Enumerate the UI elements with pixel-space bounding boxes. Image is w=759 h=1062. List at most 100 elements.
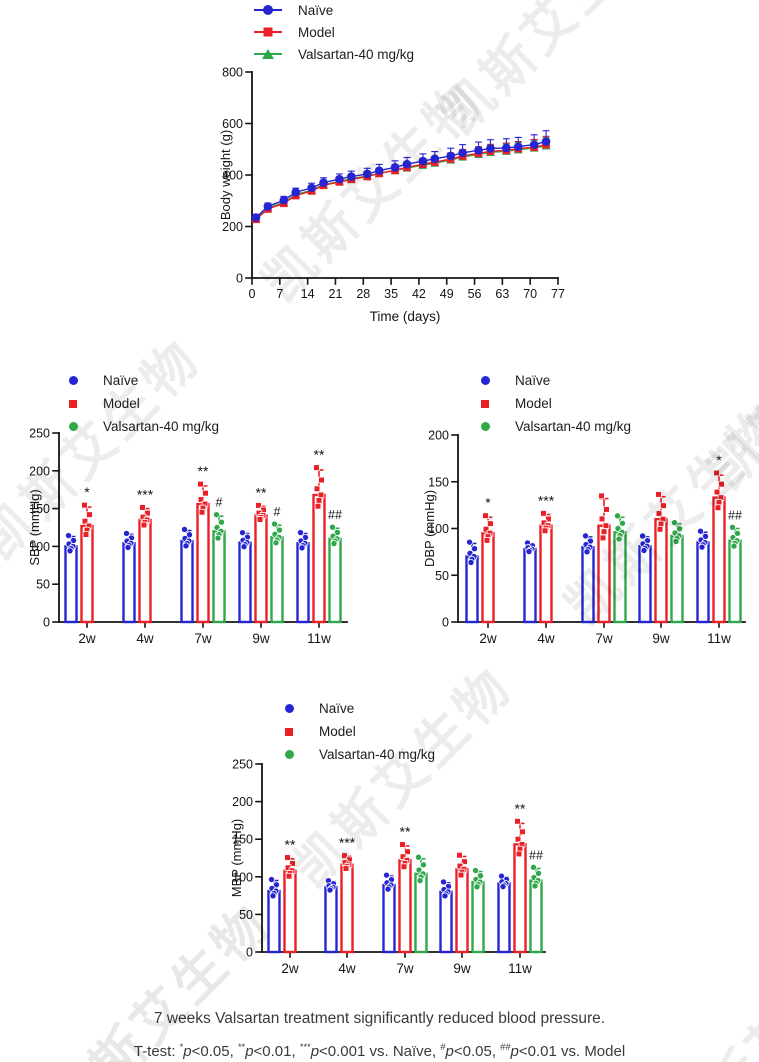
- svg-text:100: 100: [428, 522, 449, 536]
- svg-text:***: ***: [339, 835, 356, 851]
- circle-marker-icon: [470, 376, 500, 385]
- svg-text:7w: 7w: [595, 631, 613, 646]
- legend-label: Model: [298, 24, 335, 40]
- svg-text:Time (days): Time (days): [370, 309, 441, 324]
- svg-text:#: #: [274, 505, 281, 519]
- legend-label: Naïve: [298, 2, 334, 18]
- caption-title: 7 weeks Valsartan treatment significantl…: [153, 1010, 606, 1027]
- legend-item: Model: [470, 392, 631, 415]
- svg-text:SBP (mmHg): SBP (mmHg): [30, 489, 42, 565]
- svg-text:250: 250: [232, 758, 253, 772]
- square-marker-icon: [274, 727, 304, 736]
- svg-text:##: ##: [328, 508, 342, 522]
- caption-segment: <0.05,: [453, 1043, 501, 1060]
- circle-marker-icon: [274, 704, 304, 713]
- legend-label: Model: [319, 724, 356, 739]
- legend-item: Naïve: [274, 697, 435, 720]
- sbp-chart: 0 50 100 150 200 250 2w 4w 7w 9w 11w SBP (mmHg) * ***…: [27, 365, 375, 665]
- svg-text:21: 21: [329, 287, 343, 301]
- caption-segment: p: [445, 1043, 454, 1060]
- line-chart-svg: 0 200 400 600 800 0 7 14 21 28 35 42 49 56 63 70 77 Time …: [218, 66, 565, 325]
- caption-segment: p: [310, 1043, 320, 1060]
- mbp-chart: 0 50 100 150 200 250 2w 4w 7w 9w 11w MBP (mmHg) ** **…: [229, 690, 565, 1000]
- circle-marker-icon: [58, 422, 88, 431]
- caption-segment: **: [237, 1042, 246, 1052]
- svg-text:200: 200: [232, 795, 253, 809]
- svg-text:77: 77: [551, 287, 565, 301]
- svg-text:2w: 2w: [281, 961, 299, 976]
- svg-text:100: 100: [30, 540, 50, 554]
- svg-text:63: 63: [495, 287, 509, 301]
- svg-text:250: 250: [30, 427, 50, 441]
- caption-segment: p: [245, 1043, 254, 1060]
- legend-label: Valsartan-40 mg/kg: [319, 747, 436, 762]
- caption-segment: #: [440, 1042, 446, 1052]
- caption-stats: T-test: *p<0.05, **p<0.01, ***p<0.001 vs…: [0, 1042, 759, 1060]
- svg-text:150: 150: [232, 833, 253, 847]
- svg-text:**: **: [314, 447, 325, 463]
- svg-text:11w: 11w: [307, 631, 331, 646]
- caption-segment: <0.01,: [253, 1043, 300, 1060]
- svg-text:0: 0: [442, 616, 449, 630]
- legend-label: Model: [515, 396, 552, 411]
- svg-text:14: 14: [301, 287, 315, 301]
- svg-text:4w: 4w: [537, 631, 555, 646]
- sbp-legend: Naïve Model Valsartan-40 mg/kg: [58, 369, 219, 438]
- dbp-legend: Naïve Model Valsartan-40 mg/kg: [470, 369, 631, 438]
- svg-text:28: 28: [356, 287, 370, 301]
- svg-text:Body weight (g): Body weight (g): [220, 130, 233, 220]
- svg-text:7: 7: [276, 287, 283, 301]
- legend-label: Model: [103, 396, 140, 411]
- caption-segment: *: [179, 1042, 184, 1052]
- svg-text:70: 70: [523, 287, 537, 301]
- svg-text:0: 0: [236, 272, 243, 286]
- caption-segment: ***: [299, 1042, 311, 1052]
- svg-text:4w: 4w: [338, 961, 356, 976]
- legend-label: Naïve: [103, 373, 139, 388]
- svg-text:##: ##: [728, 508, 742, 522]
- svg-text:*: *: [84, 484, 90, 500]
- svg-text:150: 150: [428, 475, 449, 489]
- svg-text:**: **: [198, 463, 209, 479]
- svg-text:***: ***: [538, 492, 555, 508]
- legend-item: Naïve: [58, 369, 219, 392]
- svg-text:***: ***: [137, 486, 154, 502]
- square-marker-icon: [253, 27, 283, 37]
- triangle-marker-icon: [253, 49, 283, 59]
- watermark-text: 凯斯艾生物: [654, 916, 759, 1062]
- legend-item: Naïve: [253, 0, 414, 21]
- svg-text:#: #: [216, 496, 223, 510]
- svg-text:MBP (mmHg): MBP (mmHg): [230, 819, 244, 897]
- svg-text:35: 35: [384, 287, 398, 301]
- legend-item: Valsartan-40 mg/kg: [58, 415, 219, 438]
- legend-label: Valsartan-40 mg/kg: [298, 46, 415, 62]
- square-marker-icon: [58, 399, 88, 408]
- svg-text:9w: 9w: [453, 961, 471, 976]
- legend-label: Valsartan-40 mg/kg: [103, 419, 220, 434]
- svg-text:*: *: [485, 495, 491, 511]
- svg-text:**: **: [400, 824, 411, 840]
- legend-label: Naïve: [319, 701, 355, 716]
- svg-text:42: 42: [412, 287, 426, 301]
- svg-text:7w: 7w: [194, 631, 212, 646]
- legend-label: Valsartan-40 mg/kg: [515, 419, 632, 434]
- circle-marker-icon: [58, 376, 88, 385]
- svg-text:7w: 7w: [396, 961, 414, 976]
- caption-segment: T-test:: [133, 1043, 180, 1060]
- svg-text:2w: 2w: [479, 631, 497, 646]
- svg-text:200: 200: [222, 220, 243, 234]
- mbp-legend: Naïve Model Valsartan-40 mg/kg: [274, 697, 435, 766]
- svg-text:50: 50: [239, 908, 253, 922]
- svg-text:DBP (mmHg): DBP (mmHg): [422, 490, 437, 567]
- svg-text:200: 200: [428, 429, 449, 443]
- svg-text:49: 49: [440, 287, 454, 301]
- legend-item: Naïve: [470, 369, 631, 392]
- legend-item: Model: [58, 392, 219, 415]
- svg-text:100: 100: [232, 870, 253, 884]
- svg-text:11w: 11w: [508, 961, 532, 976]
- caption-segment: p: [510, 1043, 519, 1060]
